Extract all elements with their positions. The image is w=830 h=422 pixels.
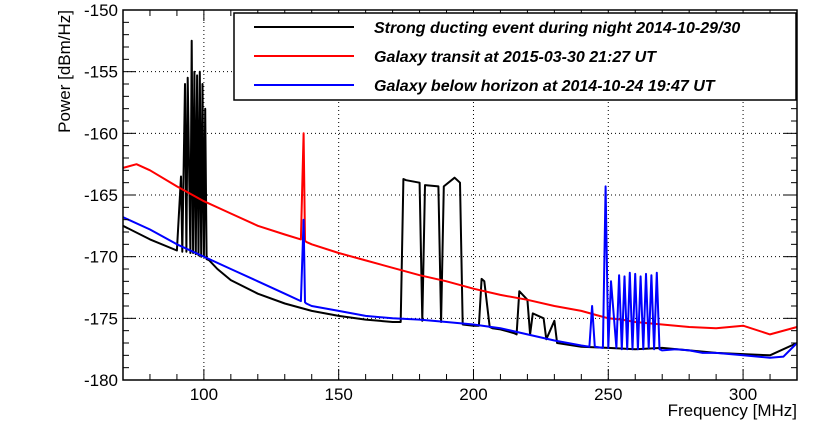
y-tick-label: -165: [84, 186, 118, 205]
legend-label-1: Strong ducting event during night 2014-1…: [374, 20, 740, 37]
legend-label-3: Galaxy below horizon at 2014-10-24 19:47…: [374, 78, 716, 95]
x-axis-title: Frequency [MHz]: [668, 401, 797, 420]
x-tick-label: 300: [729, 385, 757, 404]
y-tick-label: -180: [84, 371, 118, 390]
legend-label-2: Galaxy transit at 2015-03-30 21:27 UT: [374, 49, 657, 66]
x-tick-label: 250: [594, 385, 622, 404]
x-tick-label: 200: [459, 385, 487, 404]
y-tick-label: -150: [84, 1, 118, 20]
y-tick-label: -155: [84, 63, 118, 82]
y-tick-label: -175: [84, 309, 118, 328]
y-tick-label: -170: [84, 248, 118, 267]
y-tick-label: -160: [84, 124, 118, 143]
series-line-1: [122, 39, 798, 357]
x-tick-label: 100: [190, 385, 218, 404]
y-axis-title: Power [dBm/Hz]: [55, 10, 74, 133]
x-tick-label: 150: [324, 385, 352, 404]
series-line-3: [122, 185, 798, 359]
